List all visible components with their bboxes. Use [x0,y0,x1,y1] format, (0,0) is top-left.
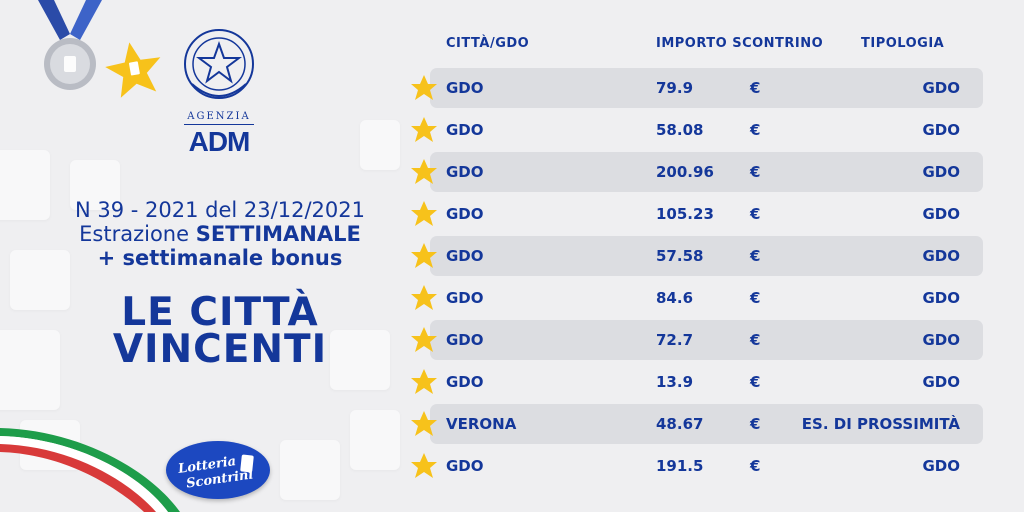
gold-star-icon [105,42,161,98]
cell-amount: 13.9 [656,373,694,391]
cell-amount: 84.6 [656,289,694,307]
background-tile [350,410,400,470]
draw-type-prefix: Estrazione [79,222,196,246]
italian-republic-emblem-icon [184,29,254,99]
star-icon [411,117,437,142]
header-type: TIPOLOGIA [861,36,945,51]
cell-city: GDO [446,331,484,349]
headline-line1: LE CITTÀ [121,290,319,335]
cell-type: GDO [922,121,960,139]
header-amount: IMPORTO SCONTRINO [656,36,824,51]
cell-amount: 105.23 [656,205,714,223]
draw-number-date: N 39 - 2021 del 23/12/2021 [75,198,365,222]
table-row: GDO 57.58 € GDO [410,236,986,276]
cell-currency: € [750,247,761,265]
cell-type: GDO [922,205,960,223]
cell-amount: 48.67 [656,415,704,433]
table-row: GDO 200.96 € GDO [410,152,986,192]
cell-city: GDO [446,205,484,223]
cell-type: GDO [922,373,960,391]
cell-city: GDO [446,457,484,475]
header-city: CITTÀ/GDO [446,36,530,51]
table-row: GDO 191.5 € GDO [410,446,986,486]
cell-amount: 79.9 [656,79,694,97]
star-icon [411,411,437,436]
receipt-icon [240,454,254,473]
cell-city: GDO [446,163,484,181]
cell-currency: € [750,121,761,139]
cell-type: GDO [922,247,960,265]
star-icon [411,159,437,184]
background-tile [360,120,400,170]
cell-currency: € [750,457,761,475]
background-tile [330,330,390,390]
cell-city: GDO [446,289,484,307]
background-tile [0,150,50,220]
cell-amount: 72.7 [656,331,694,349]
table-row: VERONA 48.67 € ES. DI PROSSIMITÀ [410,404,986,444]
table-row: GDO 13.9 € GDO [410,362,986,402]
cell-city: VERONA [446,415,517,433]
star-icon [411,369,437,394]
agency-divider [184,124,254,125]
lotteria-scontrini-logo [166,441,270,499]
cell-city: GDO [446,121,484,139]
background-tile [70,160,120,210]
table-row: GDO 72.7 € GDO [410,320,986,360]
cell-currency: € [750,331,761,349]
star-icon [411,327,437,352]
draw-bonus: + settimanale bonus [97,246,343,270]
draw-type-bold: SETTIMANALE [195,222,361,246]
cell-currency: € [750,79,761,97]
star-icon [411,75,437,100]
cell-type: ES. DI PROSSIMITÀ [801,415,960,433]
headline-line2: VINCENTI [112,327,328,372]
table-row: GDO 105.23 € GDO [410,194,986,234]
cell-city: GDO [446,79,484,97]
cell-currency: € [750,205,761,223]
cell-type: GDO [922,79,960,97]
table-row: GDO 79.9 € GDO [410,68,986,108]
background-tile [0,330,60,410]
cell-type: GDO [922,457,960,475]
star-icon [411,201,437,226]
cell-type: GDO [922,289,960,307]
cell-type: GDO [922,163,960,181]
background-tile [10,250,70,310]
cell-amount: 200.96 [656,163,714,181]
cell-city: GDO [446,373,484,391]
cell-currency: € [750,289,761,307]
cell-type: GDO [922,331,960,349]
table-row: GDO 84.6 € GDO [410,278,986,318]
cell-amount: 191.5 [656,457,704,475]
star-icon [411,285,437,310]
agency-logo-text: ADM [188,126,251,157]
cell-amount: 58.08 [656,121,704,139]
cell-amount: 57.58 [656,247,704,265]
cell-currency: € [750,163,761,181]
silver-medal-icon [38,0,102,90]
draw-type: Estrazione SETTIMANALE [0,221,440,247]
tricolor-ribbon-icon [0,428,180,512]
background-tile [280,440,340,500]
star-icon [411,453,437,478]
cell-city: GDO [446,247,484,265]
star-icon [411,243,437,268]
cell-currency: € [750,415,761,433]
cell-currency: € [750,373,761,391]
agency-label: AGENZIA [187,111,251,122]
table-row: GDO 58.08 € GDO [410,110,986,150]
